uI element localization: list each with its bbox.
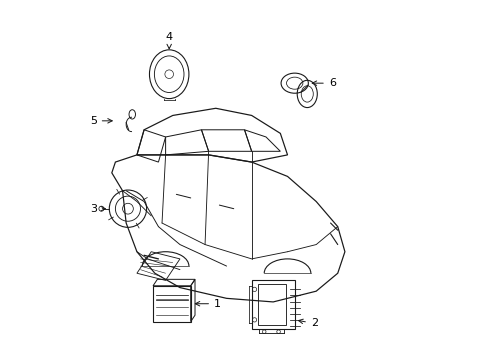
Text: 5: 5 [90, 116, 112, 126]
Text: 1: 1 [195, 299, 221, 309]
Text: 4: 4 [165, 32, 172, 49]
Text: 3: 3 [90, 204, 105, 214]
Text: 2: 2 [298, 319, 317, 328]
Text: 6: 6 [312, 78, 335, 88]
